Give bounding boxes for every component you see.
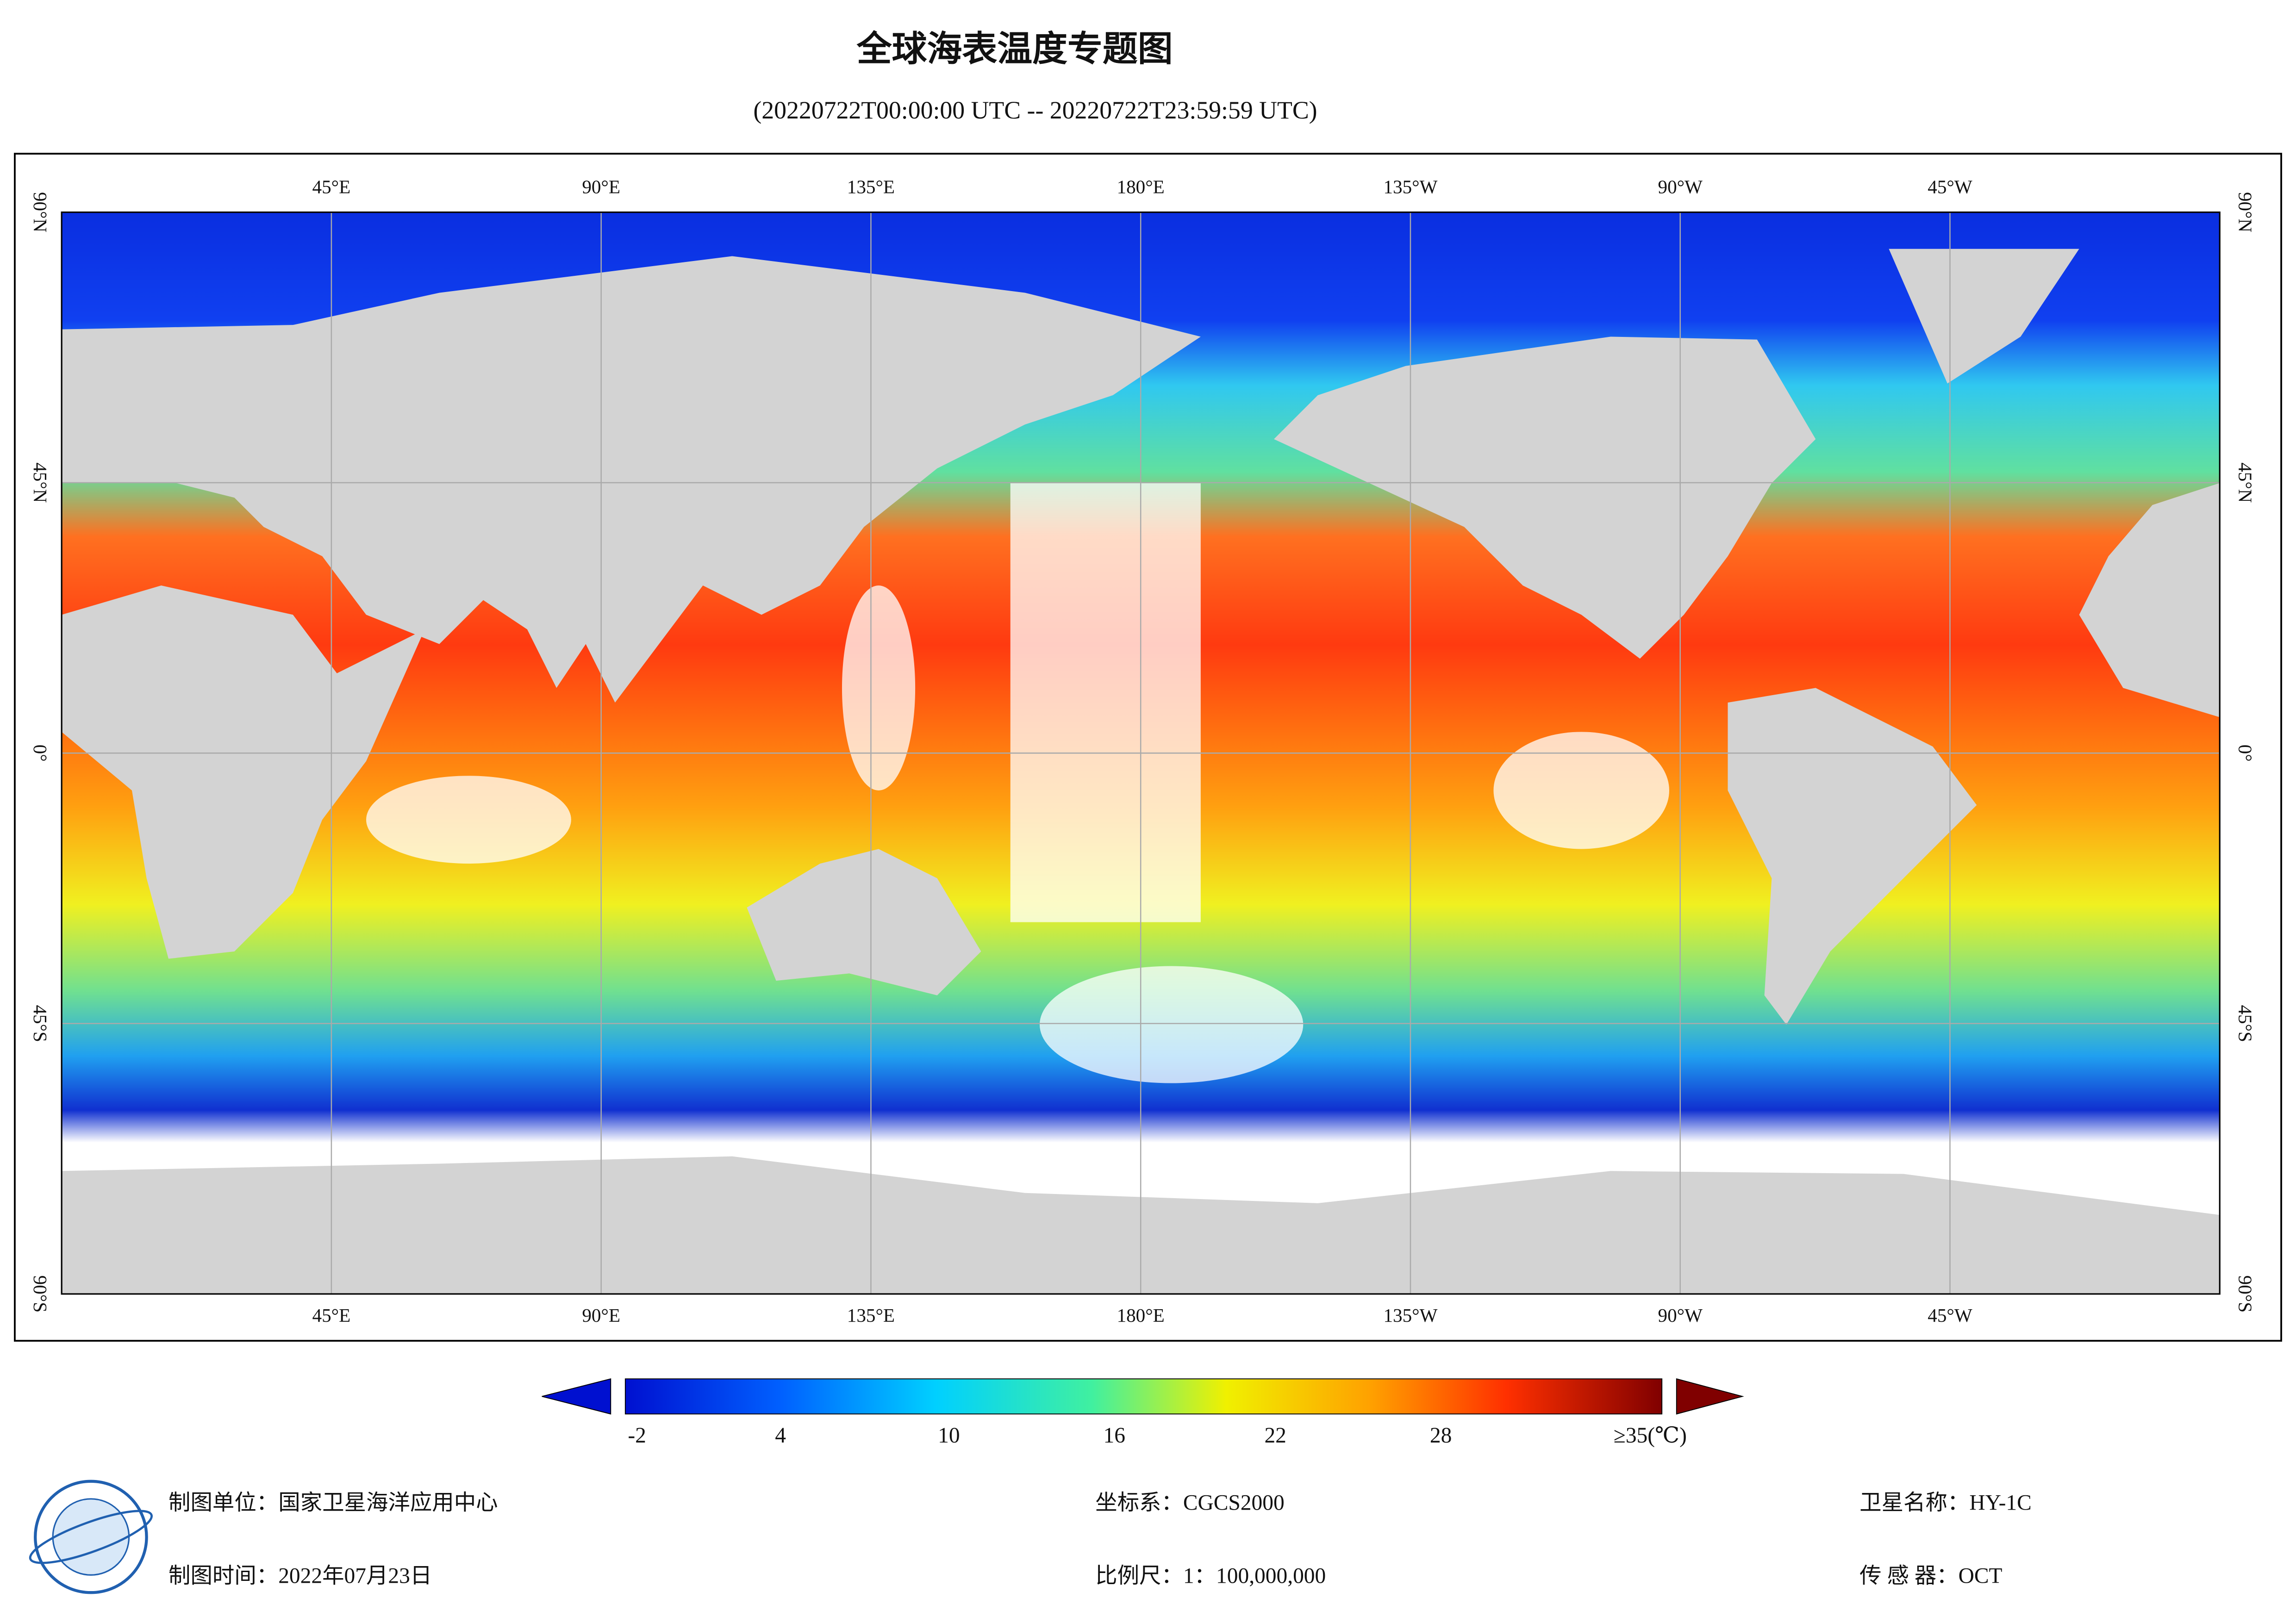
colorbar-ticks: -2 4 10 16 22 28 ≥35(℃) — [628, 1424, 1687, 1448]
lon-label-top: 90°W — [1658, 176, 1703, 197]
map-subtitle: (20220722T00:00:00 UTC -- 20220722T23:59… — [753, 96, 1317, 124]
lon-label-top: 45°E — [312, 176, 351, 197]
lon-label-top: 135°W — [1383, 176, 1437, 197]
footer-crs: 坐标系：CGCS2000 — [1095, 1491, 1285, 1515]
colorbar-under-arrow — [542, 1378, 611, 1415]
lon-label-top: 90°E — [582, 176, 620, 197]
lon-label-bottom: 90°E — [582, 1305, 620, 1326]
lon-label-bottom: 180°E — [1117, 1305, 1165, 1326]
graticule-labels: 45°E 45°E 90°E 90°E 135°E 135°E 180°E 180°E 135°… — [30, 176, 2256, 1326]
lon-label-top: 180°E — [1117, 176, 1165, 197]
cloud-gaps — [366, 483, 1669, 1083]
lat-label-left: 45°N — [30, 462, 51, 503]
logo — [29, 1480, 153, 1594]
lat-label-right: 45°S — [2234, 1005, 2256, 1042]
footer-unit: 制图单位：国家卫星海洋应用中心 — [168, 1491, 498, 1515]
map-frame — [14, 153, 2282, 1342]
colorbar-tick-label: 10 — [938, 1424, 960, 1448]
lat-label-right: 0° — [2234, 745, 2256, 762]
lon-label-bottom: 135°W — [1383, 1305, 1437, 1326]
colorbar — [624, 1378, 1663, 1415]
lat-label-left: 45°S — [30, 1005, 51, 1042]
colorbar-tick-label: 22 — [1264, 1424, 1286, 1448]
lat-label-left: 0° — [30, 745, 51, 762]
colorbar-tick-label: -2 — [628, 1424, 646, 1448]
lat-label-left: 90°N — [30, 192, 51, 232]
footer-satellite: 卫星名称：HY-1C — [1859, 1491, 2032, 1515]
colorbar-tick-label: 28 — [1430, 1424, 1452, 1448]
colorbar-over-arrow — [1676, 1378, 1744, 1415]
footer-sensor: 传 感 器：OCT — [1859, 1564, 2002, 1588]
footer-date: 制图时间：2022年07月23日 — [168, 1564, 432, 1588]
lat-label-right: 90°N — [2234, 192, 2256, 232]
lon-label-bottom: 45°W — [1928, 1305, 1972, 1326]
lon-label-top: 45°W — [1928, 176, 1972, 197]
map-body — [62, 212, 2220, 1294]
lon-label-bottom: 90°W — [1658, 1305, 1703, 1326]
colorbar-tick-label: 4 — [775, 1424, 786, 1448]
graticule — [62, 212, 2220, 1294]
map-border — [61, 211, 2221, 1295]
lat-label-right: 45°N — [2234, 462, 2256, 503]
lat-label-left: 90°S — [30, 1275, 51, 1312]
map-title: 全球海表温度专题图 — [856, 29, 1173, 69]
lon-label-bottom: 45°E — [312, 1305, 351, 1326]
colorbar-tick-label: ≥35(℃) — [1614, 1424, 1687, 1448]
lon-label-top: 135°E — [847, 176, 895, 197]
footer-scale: 比例尺：1：100,000,000 — [1095, 1564, 1326, 1588]
lon-label-bottom: 135°E — [847, 1305, 895, 1326]
colorbar-tick-label: 16 — [1104, 1424, 1125, 1448]
lat-label-right: 90°S — [2234, 1275, 2256, 1312]
